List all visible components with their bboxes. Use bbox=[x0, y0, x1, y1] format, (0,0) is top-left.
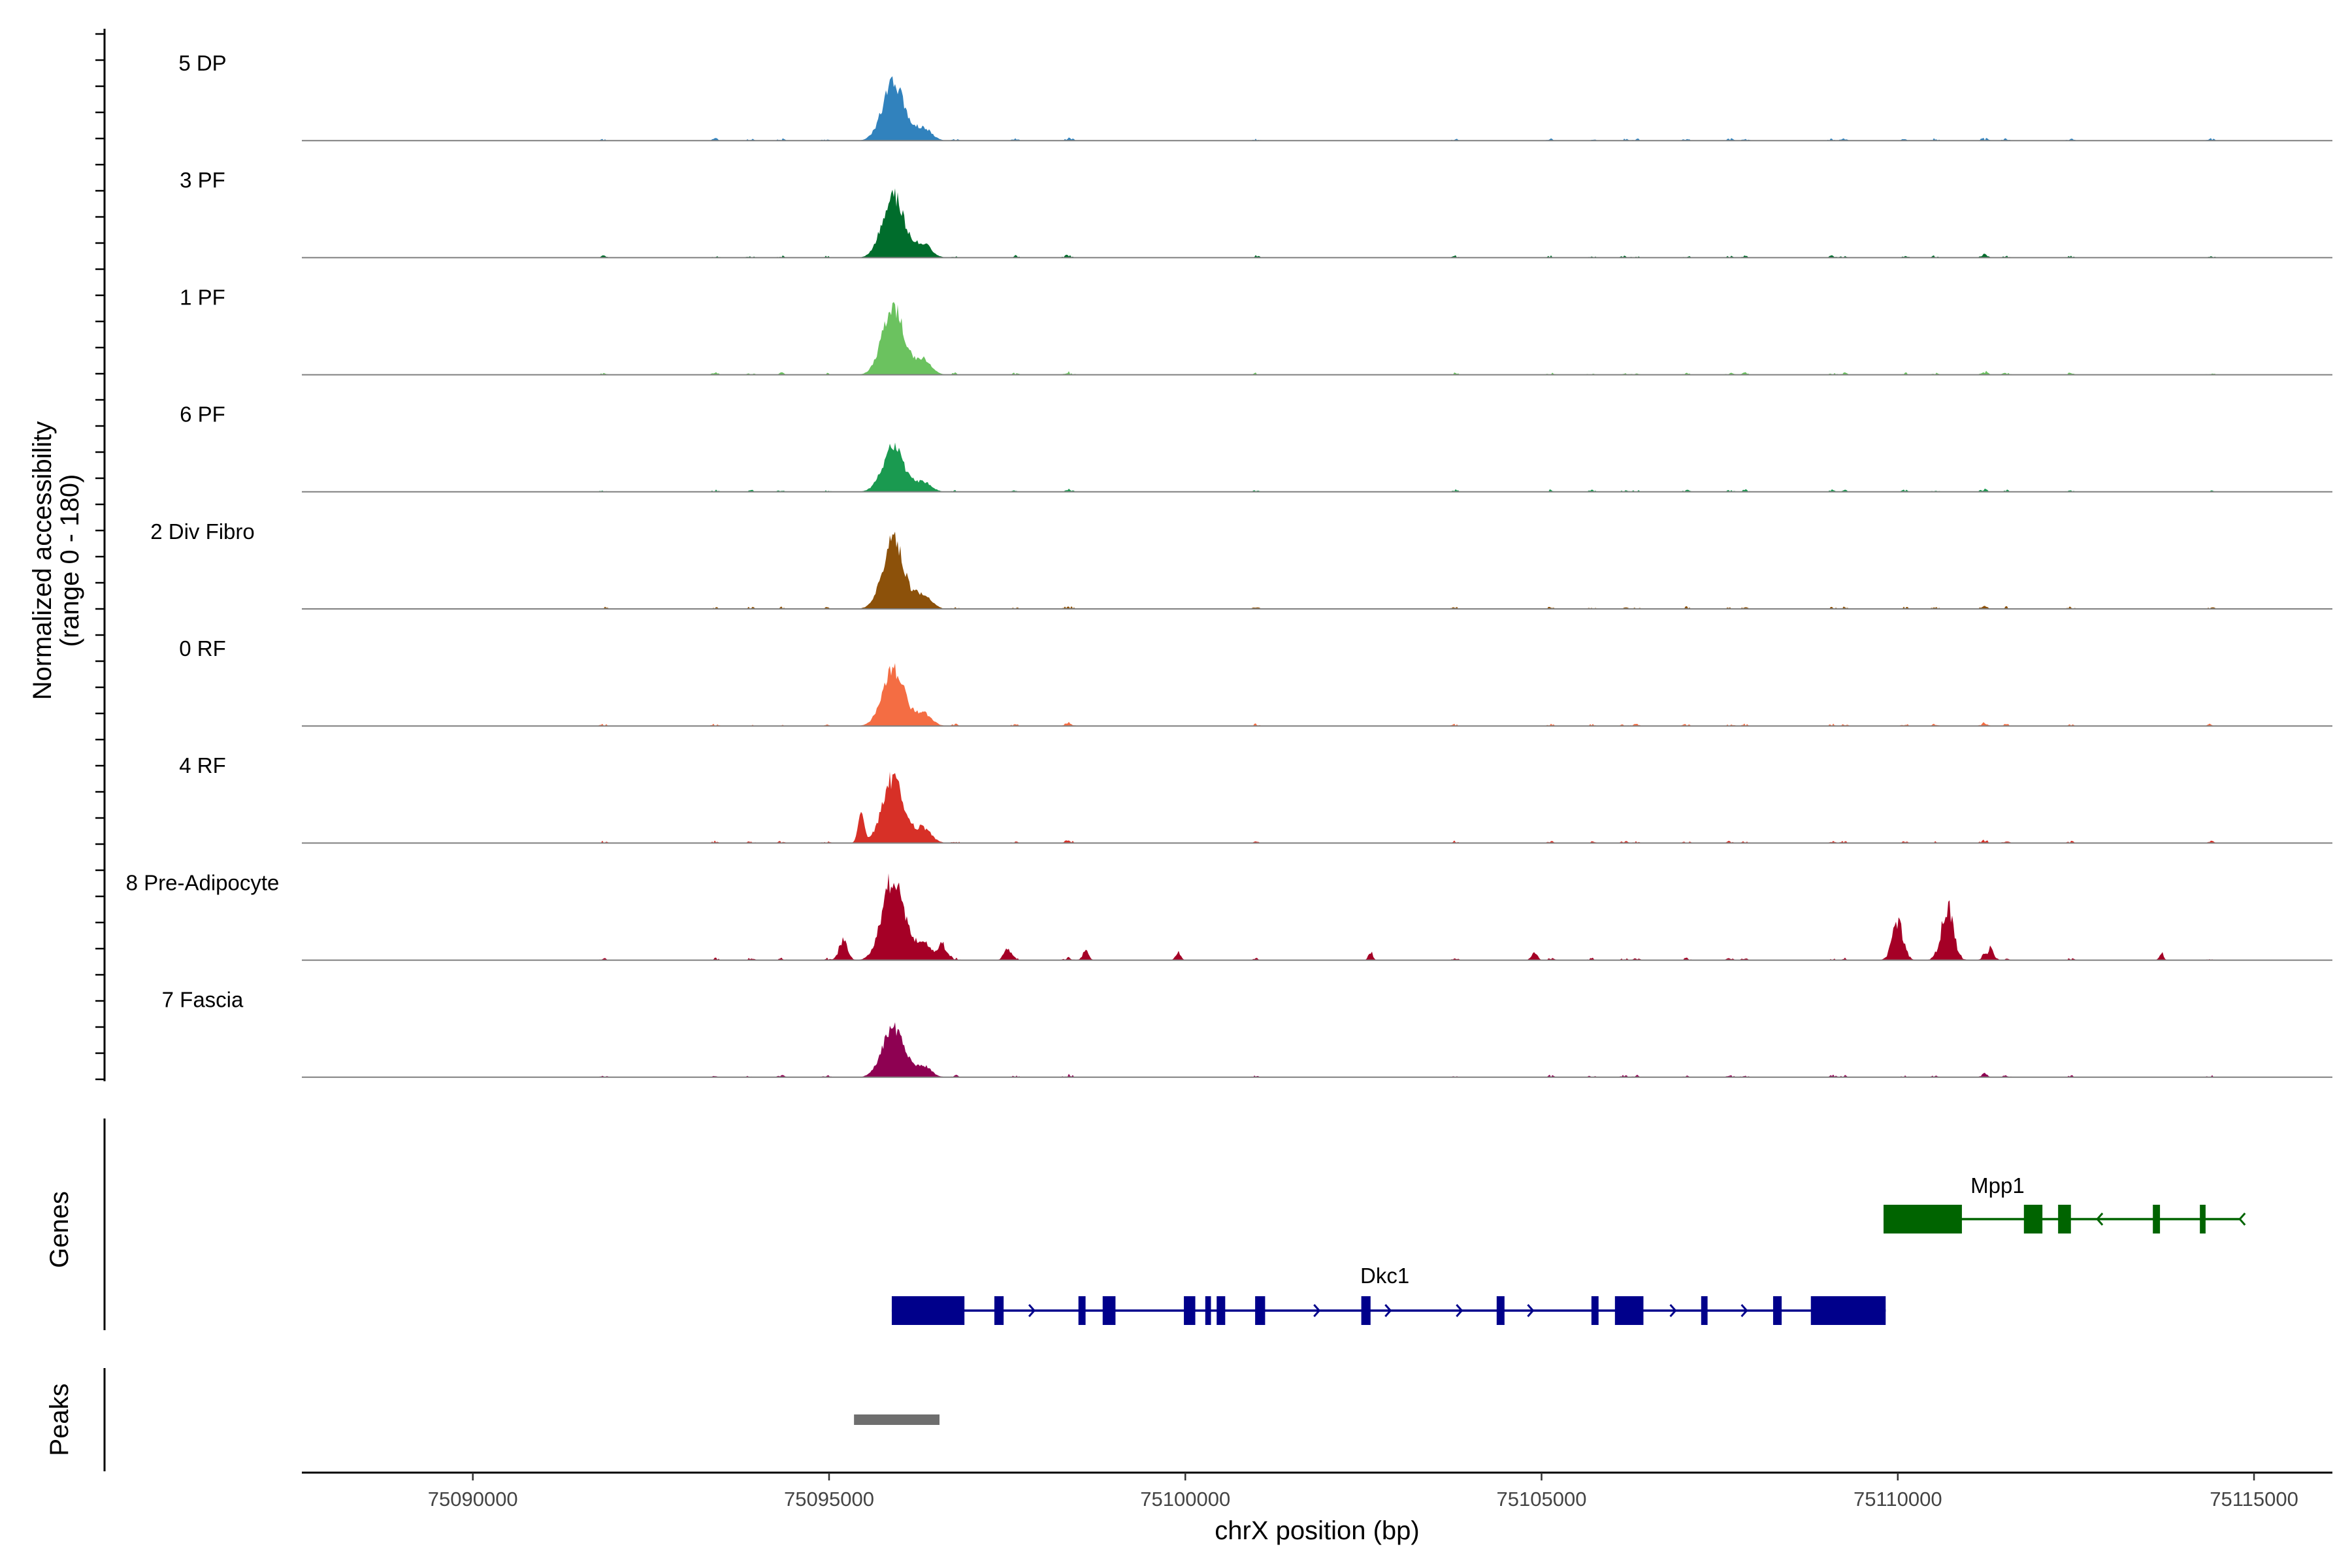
track-label: 6 PF bbox=[180, 402, 225, 427]
gene-exon bbox=[1184, 1296, 1196, 1325]
track-4-rf: 4 RF bbox=[179, 753, 2332, 844]
gene-exon bbox=[2200, 1205, 2206, 1233]
track-8-pre-adipocyte: 8 Pre-Adipocyte bbox=[126, 870, 2332, 961]
coverage-area bbox=[302, 1022, 2332, 1077]
track-label: 2 Div Fibro bbox=[150, 519, 255, 544]
x-tick-label: 75105000 bbox=[1497, 1488, 1587, 1511]
track-5-dp: 5 DP bbox=[178, 51, 2332, 142]
track-label: 0 RF bbox=[179, 636, 226, 661]
gene-label: Dkc1 bbox=[1360, 1264, 1409, 1288]
y-axis-title-line1: Normalized accessibility bbox=[28, 421, 57, 700]
gene-exon bbox=[2058, 1205, 2071, 1233]
peaks-track bbox=[854, 1414, 940, 1425]
gene-dkc1: Dkc1 bbox=[891, 1264, 1886, 1325]
track-label: 1 PF bbox=[180, 285, 225, 309]
gene-exon bbox=[1772, 1296, 1782, 1325]
coverage-area bbox=[302, 531, 2332, 609]
peak-region bbox=[854, 1414, 940, 1425]
gene-exon bbox=[1496, 1296, 1505, 1325]
gene-exon bbox=[1361, 1296, 1371, 1325]
gene-label: Mpp1 bbox=[1970, 1173, 2025, 1198]
gene-exon bbox=[1810, 1296, 1886, 1325]
x-tick-label: 75115000 bbox=[2210, 1488, 2298, 1511]
x-tick-label: 75110000 bbox=[1854, 1488, 1942, 1511]
gene-exon bbox=[1102, 1296, 1116, 1325]
gene-strand-arrow bbox=[1740, 1304, 1748, 1317]
gene-exon bbox=[1217, 1296, 1226, 1325]
coverage-tracks: 5 DP 3 PF 1 PF 6 PF 2 Div Fibro 0 RF 4 RF 8 Pre… bbox=[126, 51, 2332, 1078]
x-tick-label: 75095000 bbox=[784, 1488, 874, 1511]
peaks-axis-title: Peaks bbox=[45, 1383, 74, 1456]
track-0-rf: 0 RF bbox=[179, 636, 2332, 727]
coverage-area bbox=[302, 442, 2332, 492]
gene-exon bbox=[2153, 1205, 2161, 1233]
gene-strand-arrow bbox=[1384, 1304, 1392, 1317]
gene-track: Mpp1 Dkc1 bbox=[891, 1173, 2246, 1325]
gene-exon bbox=[1614, 1296, 1644, 1325]
x-tick-label: 75090000 bbox=[428, 1488, 518, 1511]
gene-strand-arrow bbox=[1028, 1304, 1036, 1317]
gene-exon bbox=[1591, 1296, 1599, 1325]
coverage-area bbox=[302, 302, 2332, 375]
track-label: 3 PF bbox=[180, 168, 225, 192]
gene-exon bbox=[891, 1296, 965, 1325]
gene-exon bbox=[1883, 1205, 1962, 1233]
track-3-pf: 3 PF bbox=[180, 168, 2332, 259]
gene-strand-arrow bbox=[1313, 1304, 1321, 1317]
gene-exon bbox=[1205, 1296, 1211, 1325]
coverage-area bbox=[302, 76, 2332, 141]
gene-strand-arrow bbox=[1669, 1304, 1677, 1317]
coverage-area bbox=[302, 663, 2332, 727]
x-axis: 75090000 75095000 75100000 75105000 75110000… bbox=[302, 1471, 2332, 1511]
track-2-div-fibro: 2 Div Fibro bbox=[150, 519, 2332, 610]
x-tick-label: 75100000 bbox=[1140, 1488, 1230, 1511]
track-label: 7 Fascia bbox=[162, 988, 244, 1012]
gene-exon bbox=[2023, 1205, 2043, 1233]
gene-mpp1: Mpp1 bbox=[1883, 1173, 2246, 1233]
x-axis-title: chrX position (bp) bbox=[1215, 1516, 1419, 1545]
track-label: 8 Pre-Adipocyte bbox=[126, 870, 280, 894]
coverage-area bbox=[302, 772, 2332, 843]
gene-strand-arrow bbox=[1527, 1304, 1535, 1317]
track-label: 5 DP bbox=[178, 51, 226, 75]
gene-strand-arrow bbox=[2096, 1213, 2104, 1226]
coverage-area bbox=[302, 188, 2332, 258]
left-axis-lines bbox=[95, 29, 106, 1471]
genes-axis-title: Genes bbox=[45, 1191, 74, 1268]
track-1-pf: 1 PF bbox=[180, 285, 2332, 376]
gene-exon bbox=[1255, 1296, 1266, 1325]
gene-strand-arrow bbox=[2238, 1213, 2246, 1226]
gene-exon bbox=[1078, 1296, 1086, 1325]
gene-strand-arrow bbox=[1456, 1304, 1463, 1317]
gene-exon bbox=[1701, 1296, 1708, 1325]
track-7-fascia: 7 Fascia bbox=[162, 988, 2332, 1078]
track-label: 4 RF bbox=[179, 753, 226, 777]
coverage-area bbox=[302, 873, 2332, 960]
track-6-pf: 6 PF bbox=[180, 402, 2332, 493]
y-axis-title-line2: (range 0 - 180) bbox=[56, 474, 84, 647]
gene-exon bbox=[994, 1296, 1004, 1325]
